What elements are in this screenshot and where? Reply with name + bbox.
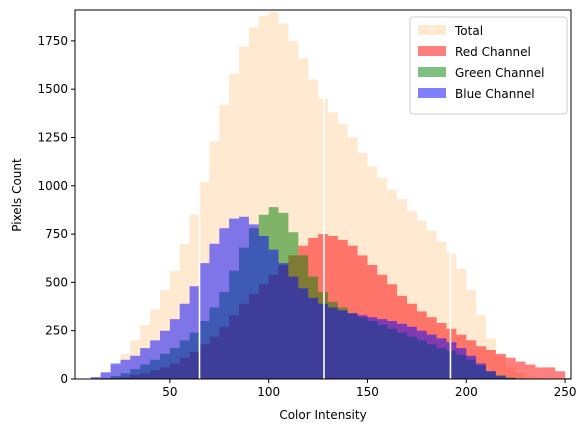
series-area-3 [80,216,572,379]
legend: Total Red Channel Green Channel Blue Channe… [409,16,568,115]
y-tick-label-7: 1750 [37,34,68,48]
legend-label-3: Blue Channel [455,87,535,101]
legend-swatch-0 [418,25,446,35]
y-axis-ticks: 0 250 500 750 1000 1250 1500 1750 [37,34,75,386]
legend-swatch-2 [418,67,446,77]
y-tick-label-1: 250 [45,324,68,338]
x-tick-label-1: 100 [257,385,280,399]
legend-box [409,16,568,115]
x-tick-label-0: 50 [162,385,177,399]
x-tick-label-2: 150 [356,385,379,399]
y-tick-label-6: 1500 [37,82,68,96]
y-tick-label-3: 750 [45,227,68,241]
y-tick-label-4: 1000 [37,179,68,193]
legend-swatch-1 [418,46,446,56]
x-axis-label: Color Intensity [279,408,366,422]
legend-label-1: Red Channel [455,45,531,59]
x-axis-ticks: 50 100 150 200 250 [162,379,577,399]
y-axis-label: Pixels Count [10,158,24,232]
x-tick-label-3: 200 [455,385,478,399]
legend-swatch-3 [418,88,446,98]
y-tick-label-2: 500 [45,275,68,289]
legend-label-0: Total [454,24,483,38]
y-tick-label-0: 0 [60,372,68,386]
legend-label-2: Green Channel [455,66,544,80]
plot-area [80,11,572,380]
y-tick-label-5: 1250 [37,131,68,145]
x-tick-label-4: 250 [554,385,577,399]
axes-frame [74,9,572,380]
